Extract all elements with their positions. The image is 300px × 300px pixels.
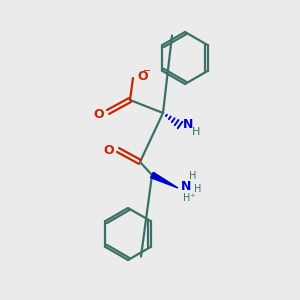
Text: −: − [143,66,151,76]
Text: H⁺: H⁺ [183,193,196,203]
Polygon shape [151,172,178,188]
Text: O: O [137,70,148,83]
Text: O: O [93,107,104,121]
Text: H: H [192,127,200,137]
Text: H: H [194,184,201,194]
Text: N: N [183,118,194,130]
Text: N: N [181,179,191,193]
Text: O: O [103,145,114,158]
Text: H: H [189,171,196,181]
